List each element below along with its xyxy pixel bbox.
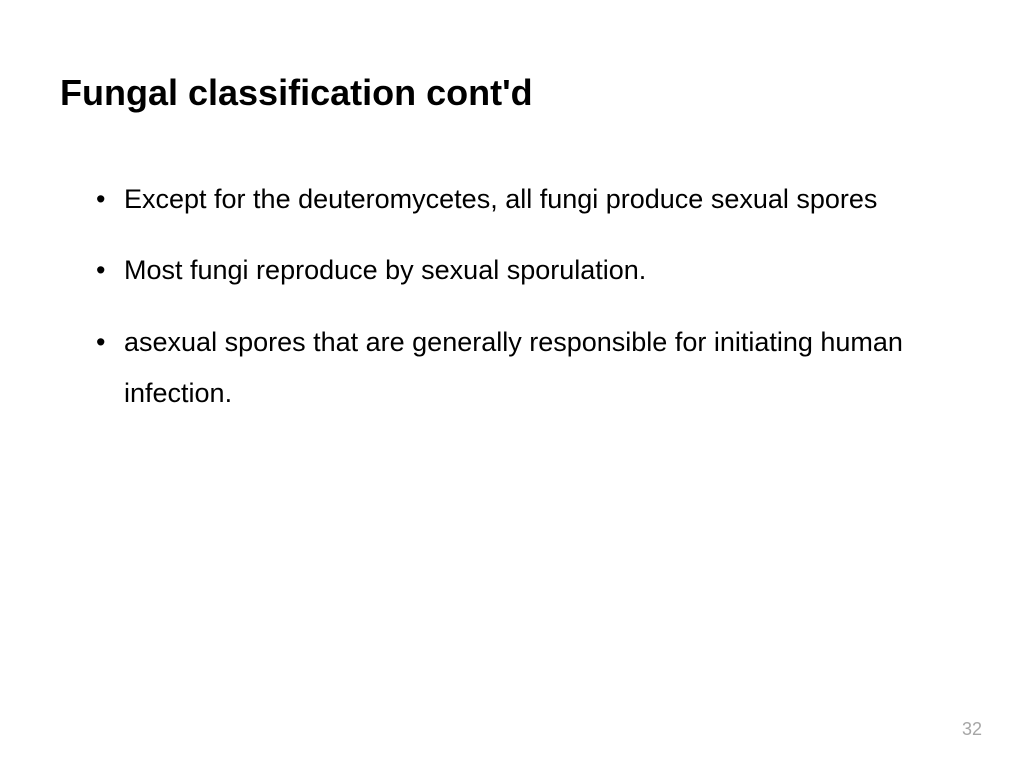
bullet-list: Except for the deuteromycetes, all fungi… — [60, 174, 964, 419]
slide-container: Fungal classification cont'd Except for … — [0, 0, 1024, 768]
page-number: 32 — [962, 719, 982, 740]
bullet-item: asexual spores that are generally respon… — [96, 317, 964, 420]
bullet-item: Except for the deuteromycetes, all fungi… — [96, 174, 964, 225]
slide-title: Fungal classification cont'd — [60, 72, 964, 114]
bullet-item: Most fungi reproduce by sexual sporulati… — [96, 245, 964, 296]
